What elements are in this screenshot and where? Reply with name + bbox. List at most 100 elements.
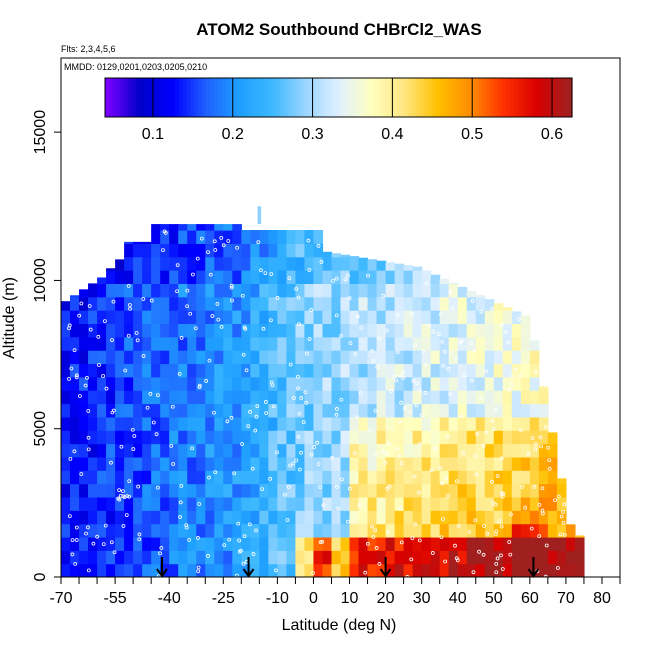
heatmap-cell — [277, 363, 288, 378]
heatmap-cell — [214, 323, 224, 338]
sample-point — [430, 551, 435, 555]
heatmap-cell — [169, 230, 179, 244]
x-tick-label: 20 — [377, 590, 395, 607]
heatmap-cell — [376, 323, 387, 338]
heatmap-cell — [79, 523, 89, 538]
heatmap-cell — [232, 416, 242, 431]
heatmap-cell — [223, 323, 233, 338]
heatmap-cell — [187, 270, 197, 284]
sample-point — [208, 272, 213, 277]
heatmap-cell — [214, 270, 224, 284]
heatmap-cell — [106, 443, 116, 458]
heatmap-cell — [97, 430, 107, 445]
heatmap-cell — [376, 416, 387, 431]
heatmap-cell — [70, 310, 80, 325]
heatmap-cell — [322, 456, 333, 471]
sample-point — [212, 410, 216, 415]
heatmap-cell — [106, 563, 116, 577]
heatmap-cell — [178, 470, 188, 485]
heatmap-cell — [349, 310, 360, 325]
heatmap-cell — [169, 443, 179, 458]
sample-point — [222, 543, 227, 548]
heatmap-cell — [268, 283, 278, 298]
heatmap-cell — [322, 256, 333, 271]
heatmap-cell — [124, 523, 134, 538]
heatmap-cell — [205, 283, 215, 298]
heatmap-cell — [241, 483, 251, 498]
heatmap-cell — [70, 430, 80, 445]
heatmap-cell — [115, 323, 125, 338]
heatmap-cell — [88, 350, 98, 365]
heatmap-cell — [115, 430, 125, 445]
sample-point — [491, 427, 496, 432]
heatmap-cell — [376, 350, 387, 365]
heatmap-cell — [484, 416, 495, 431]
heatmap-cell — [88, 510, 98, 525]
heatmap-cell — [421, 323, 432, 338]
sample-point — [175, 263, 180, 268]
heatmap-cell — [133, 243, 143, 258]
colorbar-segment — [365, 78, 371, 117]
heatmap-cell — [421, 443, 432, 458]
heatmap-cell — [349, 376, 360, 391]
heatmap-cell — [205, 336, 215, 351]
sample-point — [353, 451, 357, 456]
heatmap-cell — [196, 390, 206, 405]
sample-point — [424, 281, 429, 286]
heatmap-cell — [565, 563, 576, 577]
heatmap-cell — [304, 310, 315, 325]
heatmap-cell — [556, 563, 567, 577]
heatmap-cell — [439, 483, 450, 498]
heatmap-cell — [475, 510, 486, 525]
heatmap-cell — [250, 510, 260, 525]
heatmap-cell — [214, 350, 224, 365]
heatmap-cell — [178, 230, 188, 244]
heatmap-cell — [430, 274, 441, 284]
heatmap-cell — [268, 430, 278, 445]
colorbar-segment — [108, 78, 114, 117]
heatmap-cell — [133, 270, 143, 284]
heatmap-cell — [547, 443, 558, 458]
heatmap-cell — [331, 323, 342, 338]
heatmap-cell — [61, 483, 71, 498]
heatmap-cell — [367, 363, 378, 378]
heatmap-cell — [61, 470, 71, 485]
heatmap-cell — [475, 483, 486, 498]
heatmap-cell — [232, 536, 242, 551]
sample-point — [410, 312, 414, 316]
sample-point — [513, 367, 518, 372]
heatmap-cell — [259, 443, 269, 458]
heatmap-cell — [322, 510, 333, 525]
heatmap-cell — [313, 456, 324, 471]
heatmap-cell — [448, 550, 459, 565]
heatmap-cell — [187, 470, 197, 485]
heatmap-cell — [511, 483, 522, 498]
sample-point — [109, 540, 114, 545]
sample-point — [398, 506, 403, 511]
heatmap-cell — [124, 243, 134, 258]
sample-point — [411, 378, 416, 383]
heatmap-cell — [151, 363, 161, 378]
sample-point — [246, 424, 251, 429]
sample-point — [159, 546, 164, 550]
heatmap-cell — [115, 483, 125, 498]
heatmap-cell — [214, 470, 224, 485]
heatmap-cell — [79, 416, 89, 431]
heatmap-cell — [331, 496, 342, 511]
colorbar-segment — [568, 78, 573, 117]
heatmap-cell — [169, 243, 179, 258]
heatmap-cell — [421, 483, 432, 498]
heatmap-cell — [484, 496, 495, 511]
heatmap-cell — [232, 243, 242, 258]
sample-point — [271, 404, 276, 409]
heatmap-cell — [259, 243, 269, 258]
sample-point — [264, 411, 269, 416]
sample-point — [86, 568, 91, 573]
heatmap-cell — [97, 523, 107, 538]
heatmap-cell — [61, 390, 71, 405]
heatmap-cell — [115, 270, 125, 284]
heatmap-cell — [214, 224, 224, 231]
heatmap-cell — [205, 243, 215, 258]
heatmap-cell — [133, 470, 143, 485]
heatmap-cell — [493, 363, 504, 378]
